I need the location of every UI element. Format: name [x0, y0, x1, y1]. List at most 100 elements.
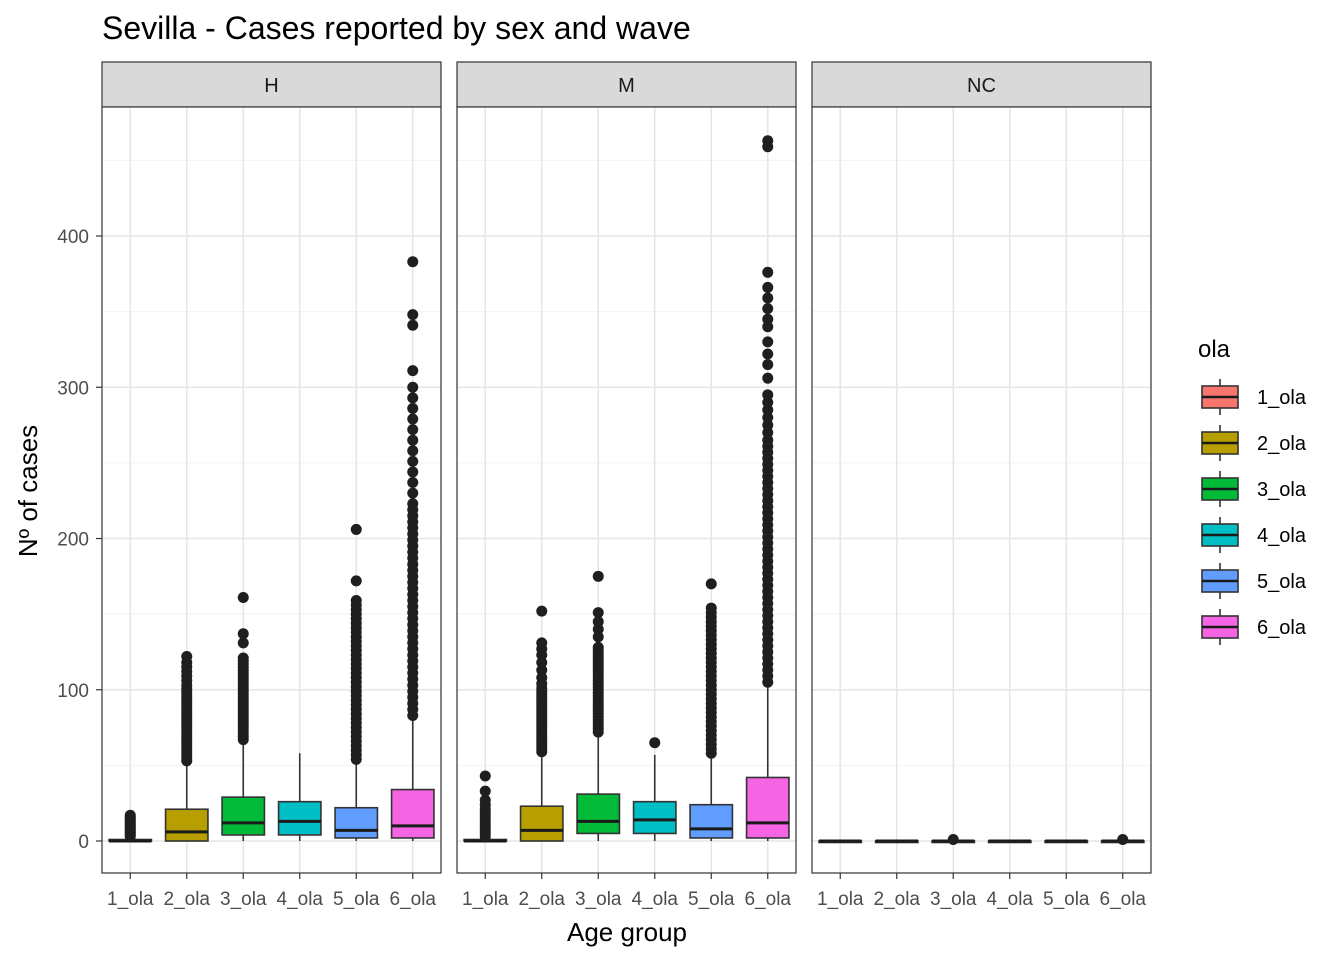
- x-tick-label: 3_ola: [575, 889, 622, 910]
- box: [745, 776, 790, 839]
- boxplot-3_ola: [221, 591, 266, 841]
- panel-border: [811, 106, 1152, 874]
- boxplot-3_ola: [576, 570, 621, 841]
- outlier-point: [479, 785, 491, 797]
- boxplot-1_ola: [463, 770, 508, 843]
- outlier-point: [407, 498, 419, 510]
- legend-item-label: 3_ola: [1257, 479, 1307, 501]
- boxplot-4_ola: [987, 839, 1032, 844]
- facet-panel-m: M 1_ola 2_ola 3_ola 4_ola 5_ola 6_ola: [456, 61, 797, 910]
- legend-title: ola: [1198, 336, 1231, 363]
- outlier-point: [407, 487, 419, 499]
- outlier-point: [762, 348, 774, 360]
- box: [576, 793, 621, 835]
- outlier-point: [705, 578, 717, 590]
- outlier-point: [407, 434, 419, 446]
- panel-border: [456, 106, 797, 874]
- chart-title: Sevilla - Cases reported by sex and wave: [102, 10, 691, 46]
- legend-item-3_ola: 3_ola: [1201, 471, 1307, 507]
- boxplot-4_ola: [277, 753, 322, 841]
- legend: ola 1_ola 2_ola 3_ola 4_ola 5_ola 6_ola: [1198, 336, 1307, 645]
- panel-border: [101, 106, 442, 874]
- outlier-point: [762, 419, 774, 431]
- boxplot-6_ola: [390, 256, 435, 841]
- outlier-point: [407, 402, 419, 414]
- outlier-point: [407, 365, 419, 377]
- y-tick-label: 400: [57, 227, 89, 248]
- outlier-point: [762, 135, 774, 147]
- outlier-point: [479, 770, 491, 782]
- box: [221, 796, 266, 836]
- outlier-point: [762, 292, 774, 304]
- legend-item-2_ola: 2_ola: [1201, 425, 1307, 461]
- outlier-point: [350, 595, 362, 607]
- x-tick-label: 6_ola: [745, 889, 792, 910]
- outlier-point: [762, 313, 774, 325]
- outlier-point: [762, 281, 774, 293]
- box: [689, 803, 734, 839]
- boxplot-6_ola: [1100, 833, 1145, 845]
- x-tick-label: 1_ola: [107, 889, 154, 910]
- outlier-point: [762, 412, 774, 423]
- outlier-point: [592, 607, 604, 619]
- legend-items: 1_ola 2_ola 3_ola 4_ola 5_ola 6_ola: [1201, 379, 1307, 645]
- outlier-point: [407, 319, 419, 331]
- facet-panel-h: H 1_ola 2_ola 3_ola 4_ola 5_ola 6_ola: [101, 61, 442, 910]
- boxplot-2_ola: [519, 605, 564, 842]
- legend-item-5_ola: 5_ola: [1201, 563, 1307, 599]
- outlier-point: [762, 434, 774, 446]
- outlier-point: [762, 321, 774, 333]
- x-tick-label: 2_ola: [874, 889, 921, 910]
- boxplot-1_ola: [818, 839, 863, 844]
- outlier-point: [237, 652, 249, 664]
- facet-strip-label: NC: [967, 75, 996, 97]
- legend-item-label: 5_ola: [1257, 571, 1307, 593]
- boxplot-5_ola: [334, 523, 379, 841]
- outlier-point: [237, 628, 249, 640]
- box: [390, 788, 435, 839]
- legend-item-4_ola: 4_ola: [1201, 517, 1307, 553]
- outlier-point: [649, 737, 661, 749]
- box: [164, 808, 209, 842]
- y-axis: 0 100 200 300 400: [57, 227, 102, 853]
- facet-strip: [811, 61, 1152, 108]
- outlier-point: [536, 657, 548, 669]
- boxplot-3_ola: [931, 833, 976, 845]
- outlier-point: [762, 372, 774, 384]
- outlier-point: [536, 672, 548, 684]
- boxplot-4_ola: [632, 737, 677, 841]
- y-tick-label: 0: [78, 832, 89, 853]
- x-tick-label: 4_ola: [632, 889, 679, 910]
- facet-strip: [456, 61, 797, 108]
- outlier-point: [762, 389, 774, 401]
- facet-strip-label: M: [618, 75, 635, 97]
- boxplot-6_ola: [745, 135, 790, 841]
- outlier-point: [947, 833, 959, 845]
- x-tick-label: 6_ola: [1100, 889, 1147, 910]
- outlier-point: [479, 794, 491, 806]
- legend-item-label: 4_ola: [1257, 525, 1307, 547]
- x-tick-label: 3_ola: [220, 889, 267, 910]
- outlier-point: [407, 424, 419, 436]
- outlier-point: [1117, 833, 1129, 845]
- boxplot-5_ola: [689, 578, 734, 841]
- box: [632, 800, 677, 835]
- boxplot-2_ola: [164, 650, 209, 842]
- x-tick-label: 5_ola: [1043, 889, 1090, 910]
- x-tick-label: 5_ola: [688, 889, 735, 910]
- outlier-point: [407, 413, 419, 425]
- outlier-point: [407, 256, 419, 268]
- outlier-point: [762, 404, 774, 416]
- outlier-point: [407, 381, 419, 393]
- box: [519, 805, 564, 842]
- outlier-point: [536, 664, 548, 676]
- outlier-point: [237, 637, 249, 649]
- x-tick-label: 3_ola: [930, 889, 977, 910]
- outlier-point: [592, 623, 604, 635]
- outlier-point: [407, 477, 419, 489]
- outlier-point: [762, 359, 774, 371]
- outlier-point: [350, 575, 362, 587]
- outlier-point: [762, 396, 774, 408]
- facet-strip: [101, 61, 442, 108]
